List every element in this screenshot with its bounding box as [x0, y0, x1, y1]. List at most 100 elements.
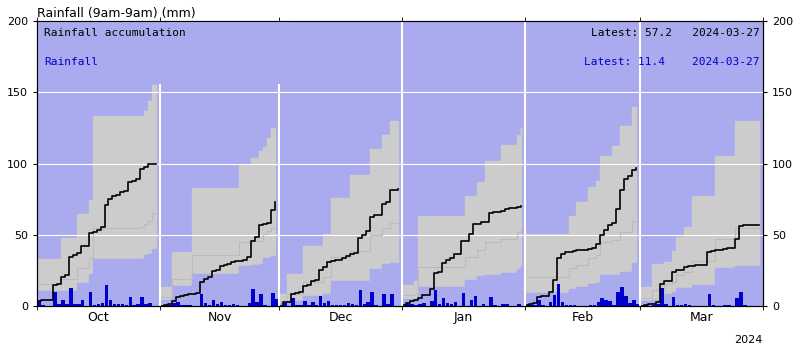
Bar — [410, 304, 414, 306]
Bar — [589, 305, 592, 306]
Bar — [164, 305, 168, 306]
Bar — [430, 301, 434, 306]
Bar — [739, 292, 743, 306]
Bar — [334, 305, 338, 306]
Bar — [553, 295, 557, 306]
Bar — [358, 290, 362, 306]
Bar — [529, 305, 533, 306]
Bar — [680, 305, 683, 306]
Bar — [561, 302, 564, 306]
Bar — [549, 302, 553, 306]
Bar — [711, 305, 715, 306]
Bar — [402, 305, 406, 306]
Bar — [525, 305, 529, 306]
Bar — [113, 304, 116, 306]
Bar — [450, 304, 454, 306]
Bar — [61, 300, 65, 306]
Bar — [605, 300, 608, 306]
Bar — [121, 304, 124, 306]
Bar — [506, 304, 509, 306]
Bar — [362, 303, 366, 306]
Text: Latest: 57.2   2024-03-27: Latest: 57.2 2024-03-27 — [590, 28, 759, 38]
Bar — [141, 296, 144, 306]
Bar — [200, 294, 203, 306]
Bar — [597, 302, 600, 306]
Bar — [259, 294, 263, 306]
Bar — [462, 293, 466, 306]
Bar — [81, 300, 85, 306]
Bar — [494, 305, 497, 306]
Bar — [117, 304, 120, 306]
Bar — [517, 304, 521, 306]
Bar — [609, 301, 612, 306]
Bar — [137, 304, 140, 306]
Bar — [569, 305, 572, 306]
Text: Latest: 11.4    2024-03-27: Latest: 11.4 2024-03-27 — [584, 57, 759, 67]
Text: Rainfall (9am-9am) (mm): Rainfall (9am-9am) (mm) — [37, 7, 196, 20]
Bar — [97, 304, 100, 306]
Bar — [144, 304, 148, 306]
Bar — [434, 290, 438, 306]
Bar — [208, 305, 211, 306]
Bar — [723, 305, 727, 306]
Text: 2024: 2024 — [734, 335, 763, 345]
Bar — [707, 294, 711, 306]
Bar — [307, 305, 310, 306]
Bar — [418, 304, 422, 306]
Bar — [541, 305, 545, 306]
Bar — [232, 304, 235, 306]
Bar — [470, 300, 473, 306]
Bar — [438, 304, 442, 306]
Bar — [311, 302, 314, 306]
Bar — [628, 303, 632, 306]
Bar — [382, 294, 386, 306]
Bar — [474, 296, 477, 306]
Bar — [247, 303, 251, 306]
Bar — [374, 305, 378, 306]
Bar — [271, 293, 275, 306]
Bar — [69, 288, 73, 306]
Bar — [77, 303, 81, 306]
Bar — [275, 299, 279, 306]
Bar — [537, 300, 541, 306]
Bar — [216, 304, 219, 306]
Bar — [684, 304, 687, 306]
Bar — [38, 301, 41, 306]
Bar — [565, 305, 568, 306]
Bar — [327, 301, 330, 306]
Bar — [624, 295, 628, 306]
Bar — [620, 287, 624, 306]
Text: Rainfall: Rainfall — [44, 57, 98, 67]
Bar — [644, 305, 648, 306]
Bar — [660, 288, 663, 306]
Bar — [148, 303, 152, 306]
Bar — [299, 305, 302, 306]
Bar — [212, 300, 215, 306]
Bar — [224, 305, 227, 306]
Bar — [664, 303, 667, 306]
Bar — [315, 305, 318, 306]
Bar — [688, 304, 691, 306]
Bar — [735, 298, 739, 306]
Text: Rainfall accumulation: Rainfall accumulation — [44, 28, 186, 38]
Bar — [323, 303, 326, 306]
Bar — [129, 297, 132, 306]
Bar — [105, 285, 108, 306]
Bar — [204, 303, 207, 306]
Bar — [366, 302, 370, 306]
Bar — [291, 298, 294, 306]
Bar — [255, 302, 259, 306]
Bar — [601, 298, 604, 306]
Bar — [454, 302, 458, 306]
Bar — [37, 21, 291, 84]
Bar — [89, 292, 93, 306]
Bar — [390, 294, 394, 306]
Bar — [73, 304, 77, 306]
Bar — [319, 296, 322, 306]
Bar — [727, 305, 731, 306]
Bar — [236, 305, 239, 306]
Bar — [386, 304, 390, 306]
Bar — [109, 300, 112, 306]
Bar — [65, 304, 69, 306]
Bar — [446, 303, 450, 306]
